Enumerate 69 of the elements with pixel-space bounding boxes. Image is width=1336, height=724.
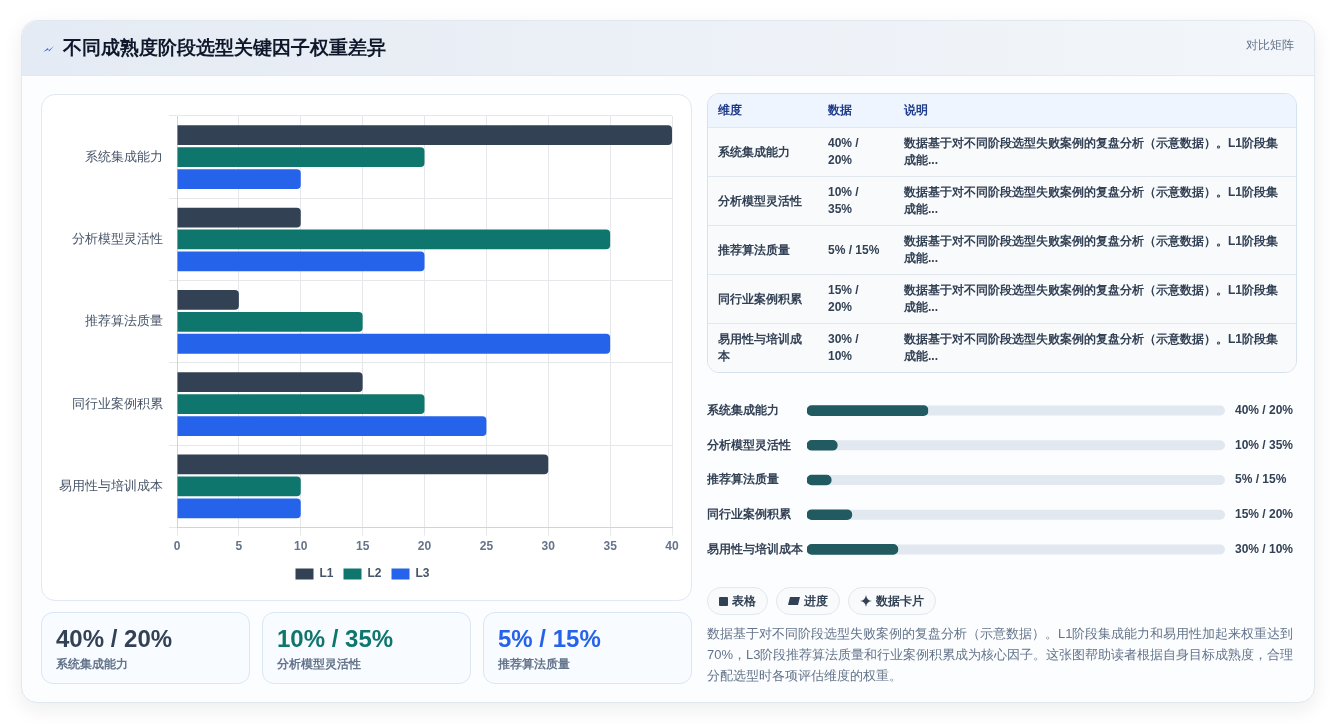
text: 数据基于对不同阶段选型失败案例的复盘分析（示意数据）。L1阶段集成能...: [903, 331, 1279, 365]
text: 15% / 20%: [1235, 507, 1294, 522]
legend-label: L2: [367, 566, 382, 581]
text: 15% / 20%: [827, 282, 860, 316]
x-tick-label: 40: [665, 539, 679, 554]
pill-button[interactable]: 数据卡片: [848, 587, 936, 615]
text: 40% / 20%: [827, 135, 860, 169]
text: 数据基于对不同阶段选型失败案例的复盘分析（示意数据）。L1阶段集成能...: [903, 282, 1279, 316]
pill-button[interactable]: 表格: [707, 587, 768, 615]
bar: [177, 289, 239, 310]
x-tick-label: 5: [235, 539, 243, 554]
y-tick-label: 易用性与培训成本: [59, 478, 163, 494]
bar: [177, 251, 425, 272]
text: 数据基于对不同阶段选型失败案例的复盘分析（示意数据）。L1阶段集成能...: [903, 233, 1279, 267]
text: 5% / 15%: [827, 241, 881, 259]
text: 10% / 35%: [277, 624, 395, 654]
text: 对比矩阵: [1246, 37, 1294, 53]
y-tick-label: 同行业案例积累: [72, 395, 163, 411]
bar: [177, 125, 672, 146]
y-tick-label: 推荐算法质量: [85, 313, 163, 329]
y-tick-label: 易用性与培训成本: [706, 541, 804, 556]
text: 30% / 10%: [827, 331, 860, 365]
bar: [177, 416, 487, 436]
y-tick-label: 同行业案例积累: [707, 507, 792, 522]
text: 推荐算法质量: [498, 656, 571, 673]
y-tick-label: 推荐算法质量: [706, 472, 779, 487]
x-tick-label: 30: [541, 539, 556, 554]
x-tick-label: 25: [479, 539, 494, 554]
bar: [177, 394, 425, 414]
y-tick-label: 分析模型灵活性: [706, 437, 791, 452]
bar: [807, 544, 899, 555]
bar: [177, 229, 611, 250]
text: 30% / 10%: [1235, 541, 1294, 556]
bar: [177, 333, 611, 354]
x-tick-label: 10: [294, 539, 308, 554]
text: 40% / 20%: [56, 624, 174, 654]
text: 数据基于对不同阶段选型失败案例的复盘分析（示意数据）。L1阶段集成能...: [903, 135, 1279, 169]
bar: [177, 169, 301, 189]
text: 数据: [827, 102, 853, 119]
text: 分析模型灵活性: [277, 656, 362, 673]
text: 说明: [903, 102, 929, 119]
text: 维度: [717, 102, 743, 119]
text: 系统集成能力: [56, 656, 129, 673]
legend-label: L3: [415, 566, 430, 581]
text: 5% / 15%: [1235, 472, 1287, 487]
x-tick-label: 20: [417, 539, 432, 554]
text: 5% / 15%: [498, 624, 602, 654]
x-tick-label: 15: [355, 539, 370, 554]
bar: [177, 498, 301, 519]
text: 数据基于对不同阶段选型失败案例的复盘分析（示意数据）。L1阶段集成能...: [903, 184, 1279, 218]
bar: [177, 207, 301, 228]
bar: [177, 147, 425, 168]
y-tick-label: 系统集成能力: [706, 402, 779, 417]
bar: [177, 476, 301, 497]
x-tick-label: 0: [173, 539, 181, 554]
bar: [177, 311, 363, 332]
legend-label: L1: [319, 566, 334, 581]
chart-title: 不同成熟度阶段选型关键因子权重差异: [63, 36, 386, 60]
pill-button[interactable]: 进度: [776, 587, 840, 615]
text: 40% / 20%: [1235, 402, 1294, 417]
text: 10% / 35%: [827, 184, 860, 218]
text: 数据基于对不同阶段选型失败案例的复盘分析（示意数据）。L1阶段集成能力和易用性加起来权重达到70%，L3阶段推荐算法质量和行业案例积累成为核心因子。这张图帮助读者根据自身目标成熟度，合理分配选型时各项评估维度的权重。: [707, 625, 1295, 685]
x-tick-label: 35: [603, 539, 618, 554]
bar: [177, 372, 363, 393]
bar: [807, 509, 853, 521]
y-tick-label: 系统集成能力: [85, 148, 163, 164]
bar: [177, 454, 549, 475]
y-tick-label: 分析模型灵活性: [72, 231, 163, 247]
text: 10% / 35%: [1235, 437, 1294, 452]
